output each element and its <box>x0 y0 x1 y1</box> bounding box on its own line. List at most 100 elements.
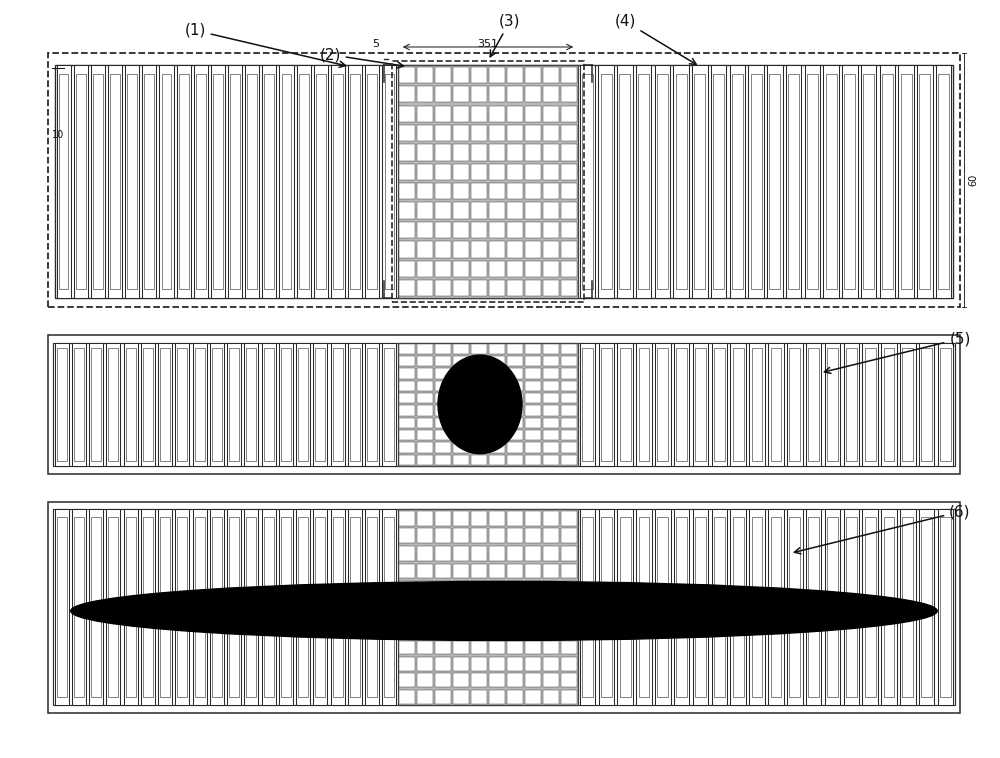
Bar <box>264 517 274 697</box>
Bar <box>489 546 505 561</box>
Bar <box>561 368 577 379</box>
Bar <box>453 528 469 543</box>
Bar <box>399 581 415 596</box>
Bar <box>601 517 612 697</box>
Bar <box>55 343 69 466</box>
Bar <box>525 455 541 465</box>
Bar <box>881 509 897 705</box>
Bar <box>598 65 614 298</box>
Bar <box>435 261 451 277</box>
Bar <box>752 517 762 697</box>
Bar <box>471 443 487 453</box>
Bar <box>471 393 487 403</box>
Bar <box>350 348 360 461</box>
Bar <box>617 65 633 298</box>
Bar <box>940 517 951 697</box>
Bar <box>435 657 451 671</box>
Bar <box>417 546 433 561</box>
Bar <box>507 641 523 654</box>
Bar <box>247 74 257 289</box>
Bar <box>525 222 541 238</box>
Bar <box>808 517 819 697</box>
Bar <box>525 261 541 277</box>
Bar <box>399 261 415 277</box>
Bar <box>507 356 523 366</box>
Bar <box>471 86 487 102</box>
Bar <box>435 343 451 354</box>
Bar <box>399 105 415 122</box>
Bar <box>561 86 577 102</box>
Bar <box>471 261 487 277</box>
Bar <box>453 222 469 238</box>
Bar <box>711 65 726 298</box>
Bar <box>298 348 308 461</box>
Bar <box>177 517 187 697</box>
Bar <box>398 509 578 597</box>
Bar <box>55 65 953 298</box>
Bar <box>507 280 523 296</box>
Bar <box>262 65 276 298</box>
Bar <box>751 74 762 289</box>
Bar <box>919 74 930 289</box>
Bar <box>298 517 308 697</box>
Bar <box>561 67 577 83</box>
Bar <box>348 343 362 466</box>
Bar <box>561 641 577 654</box>
Bar <box>825 509 840 705</box>
Bar <box>768 509 784 705</box>
Bar <box>543 673 559 688</box>
Bar <box>676 74 687 289</box>
Bar <box>417 183 433 199</box>
Bar <box>676 517 687 697</box>
Bar <box>331 509 345 705</box>
Bar <box>507 125 523 141</box>
Bar <box>141 509 155 705</box>
Bar <box>471 418 487 428</box>
Bar <box>489 105 505 122</box>
Bar <box>712 509 727 705</box>
Bar <box>435 624 451 638</box>
Bar <box>561 546 577 561</box>
Bar <box>471 280 487 296</box>
Bar <box>244 509 258 705</box>
Bar <box>230 74 240 289</box>
Bar <box>282 74 291 289</box>
Bar <box>262 343 276 466</box>
Bar <box>435 202 451 219</box>
Bar <box>435 241 451 258</box>
Bar <box>695 348 706 461</box>
Bar <box>639 348 649 461</box>
Bar <box>417 222 433 238</box>
Bar <box>507 222 523 238</box>
Bar <box>74 65 88 298</box>
Bar <box>674 343 689 466</box>
Bar <box>399 641 415 654</box>
Bar <box>471 125 487 141</box>
Bar <box>846 517 857 697</box>
Bar <box>435 280 451 296</box>
Bar <box>938 74 949 289</box>
Bar <box>768 343 784 466</box>
Bar <box>367 348 377 461</box>
Text: (6): (6) <box>794 504 971 554</box>
Bar <box>453 67 469 83</box>
Bar <box>507 528 523 543</box>
Bar <box>507 144 523 161</box>
Bar <box>561 105 577 122</box>
Bar <box>902 348 913 461</box>
Bar <box>865 348 876 461</box>
Bar <box>657 517 668 697</box>
Bar <box>507 164 523 180</box>
Bar <box>399 125 415 141</box>
Bar <box>435 581 451 596</box>
Bar <box>453 690 469 703</box>
Bar <box>210 343 224 466</box>
Bar <box>471 222 487 238</box>
Bar <box>158 509 172 705</box>
Bar <box>471 164 487 180</box>
Bar <box>489 418 505 428</box>
Bar <box>561 183 577 199</box>
Bar <box>398 65 578 298</box>
Bar <box>333 517 343 697</box>
Bar <box>365 343 379 466</box>
